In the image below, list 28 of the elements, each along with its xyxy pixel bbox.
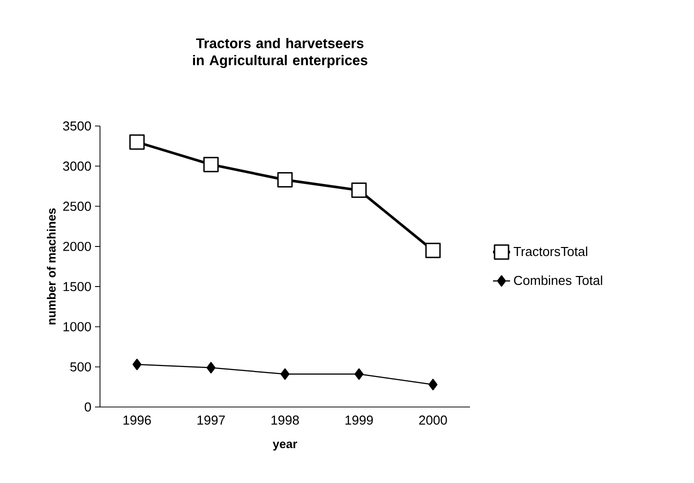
point bbox=[132, 358, 142, 370]
point bbox=[277, 172, 293, 188]
y-tick-label: 0 bbox=[84, 402, 91, 412]
point bbox=[206, 362, 216, 374]
y-tick-label: 2000 bbox=[63, 242, 91, 252]
y-tick-label: 3500 bbox=[63, 121, 91, 131]
x-tick-label: 2000 bbox=[419, 416, 447, 425]
y-tick-label: 500 bbox=[70, 362, 91, 372]
point bbox=[280, 368, 290, 380]
y-tick-label: 1000 bbox=[64, 322, 91, 332]
point bbox=[129, 134, 145, 150]
legend-label: TractorsTotal bbox=[514, 246, 588, 256]
point bbox=[203, 156, 219, 172]
x-axis-title: year bbox=[272, 442, 298, 451]
point bbox=[354, 368, 364, 380]
x-tick-label: 1998 bbox=[272, 416, 299, 425]
chart-title: Tractors and harvetseers in Agricultural enterprices bbox=[193, 38, 368, 68]
point bbox=[425, 242, 441, 258]
y-tick-label: 2500 bbox=[63, 202, 91, 211]
x-tick-label: 1997 bbox=[198, 416, 225, 425]
y-tick-label: 1500 bbox=[64, 282, 91, 292]
x-tick-label: 1999 bbox=[346, 416, 373, 425]
y-tick-label: 3000 bbox=[63, 162, 91, 171]
x-tick-label: 1996 bbox=[124, 416, 151, 425]
y-axis-title: number of machines bbox=[46, 208, 56, 324]
point bbox=[351, 182, 367, 198]
point bbox=[428, 378, 438, 390]
legend-label: Combines Total bbox=[514, 275, 602, 286]
